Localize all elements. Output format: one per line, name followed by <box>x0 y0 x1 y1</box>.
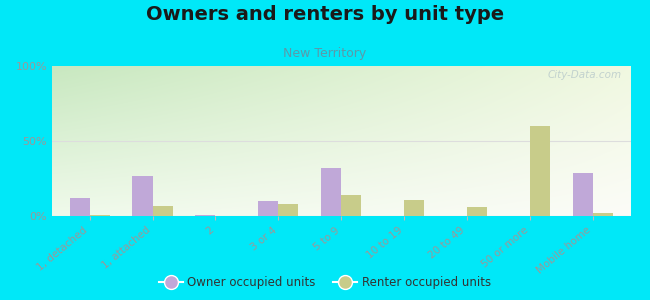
Bar <box>593 213 613 216</box>
Bar <box>341 195 361 216</box>
Text: City-Data.com: City-Data.com <box>548 70 622 80</box>
Bar <box>133 176 153 216</box>
Text: Owners and renters by unit type: Owners and renters by unit type <box>146 4 504 23</box>
Bar <box>153 206 173 216</box>
Bar <box>278 204 298 216</box>
Bar <box>573 172 593 216</box>
Bar <box>258 201 278 216</box>
Bar <box>404 200 424 216</box>
Bar <box>321 168 341 216</box>
Bar <box>70 198 90 216</box>
Bar <box>90 214 110 216</box>
Bar <box>530 126 550 216</box>
Legend: Owner occupied units, Renter occupied units: Owner occupied units, Renter occupied un… <box>154 272 496 294</box>
Bar <box>467 207 487 216</box>
Bar <box>196 214 216 216</box>
Text: New Territory: New Territory <box>283 46 367 59</box>
